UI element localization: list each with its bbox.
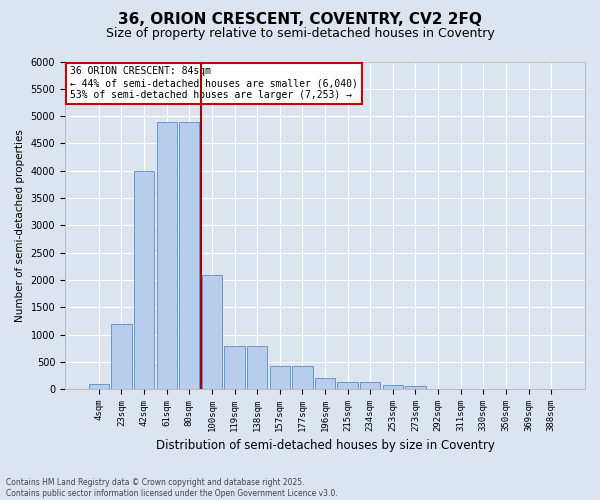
Text: 36, ORION CRESCENT, COVENTRY, CV2 2FQ: 36, ORION CRESCENT, COVENTRY, CV2 2FQ xyxy=(118,12,482,28)
Y-axis label: Number of semi-detached properties: Number of semi-detached properties xyxy=(15,129,25,322)
Text: 36 ORION CRESCENT: 84sqm
← 44% of semi-detached houses are smaller (6,040)
53% o: 36 ORION CRESCENT: 84sqm ← 44% of semi-d… xyxy=(70,66,358,100)
Bar xyxy=(179,122,199,389)
Bar xyxy=(111,324,131,389)
Bar xyxy=(224,346,245,389)
Bar xyxy=(383,385,403,389)
Bar xyxy=(202,274,222,389)
Bar xyxy=(247,346,268,389)
Bar xyxy=(157,122,177,389)
Bar xyxy=(134,170,154,389)
Bar xyxy=(269,366,290,389)
Text: Contains HM Land Registry data © Crown copyright and database right 2025.
Contai: Contains HM Land Registry data © Crown c… xyxy=(6,478,338,498)
Bar xyxy=(315,378,335,389)
Bar xyxy=(292,366,313,389)
Bar xyxy=(360,382,380,389)
Bar xyxy=(406,386,425,389)
X-axis label: Distribution of semi-detached houses by size in Coventry: Distribution of semi-detached houses by … xyxy=(155,440,494,452)
Text: Size of property relative to semi-detached houses in Coventry: Size of property relative to semi-detach… xyxy=(106,28,494,40)
Bar xyxy=(337,382,358,389)
Bar xyxy=(89,384,109,389)
